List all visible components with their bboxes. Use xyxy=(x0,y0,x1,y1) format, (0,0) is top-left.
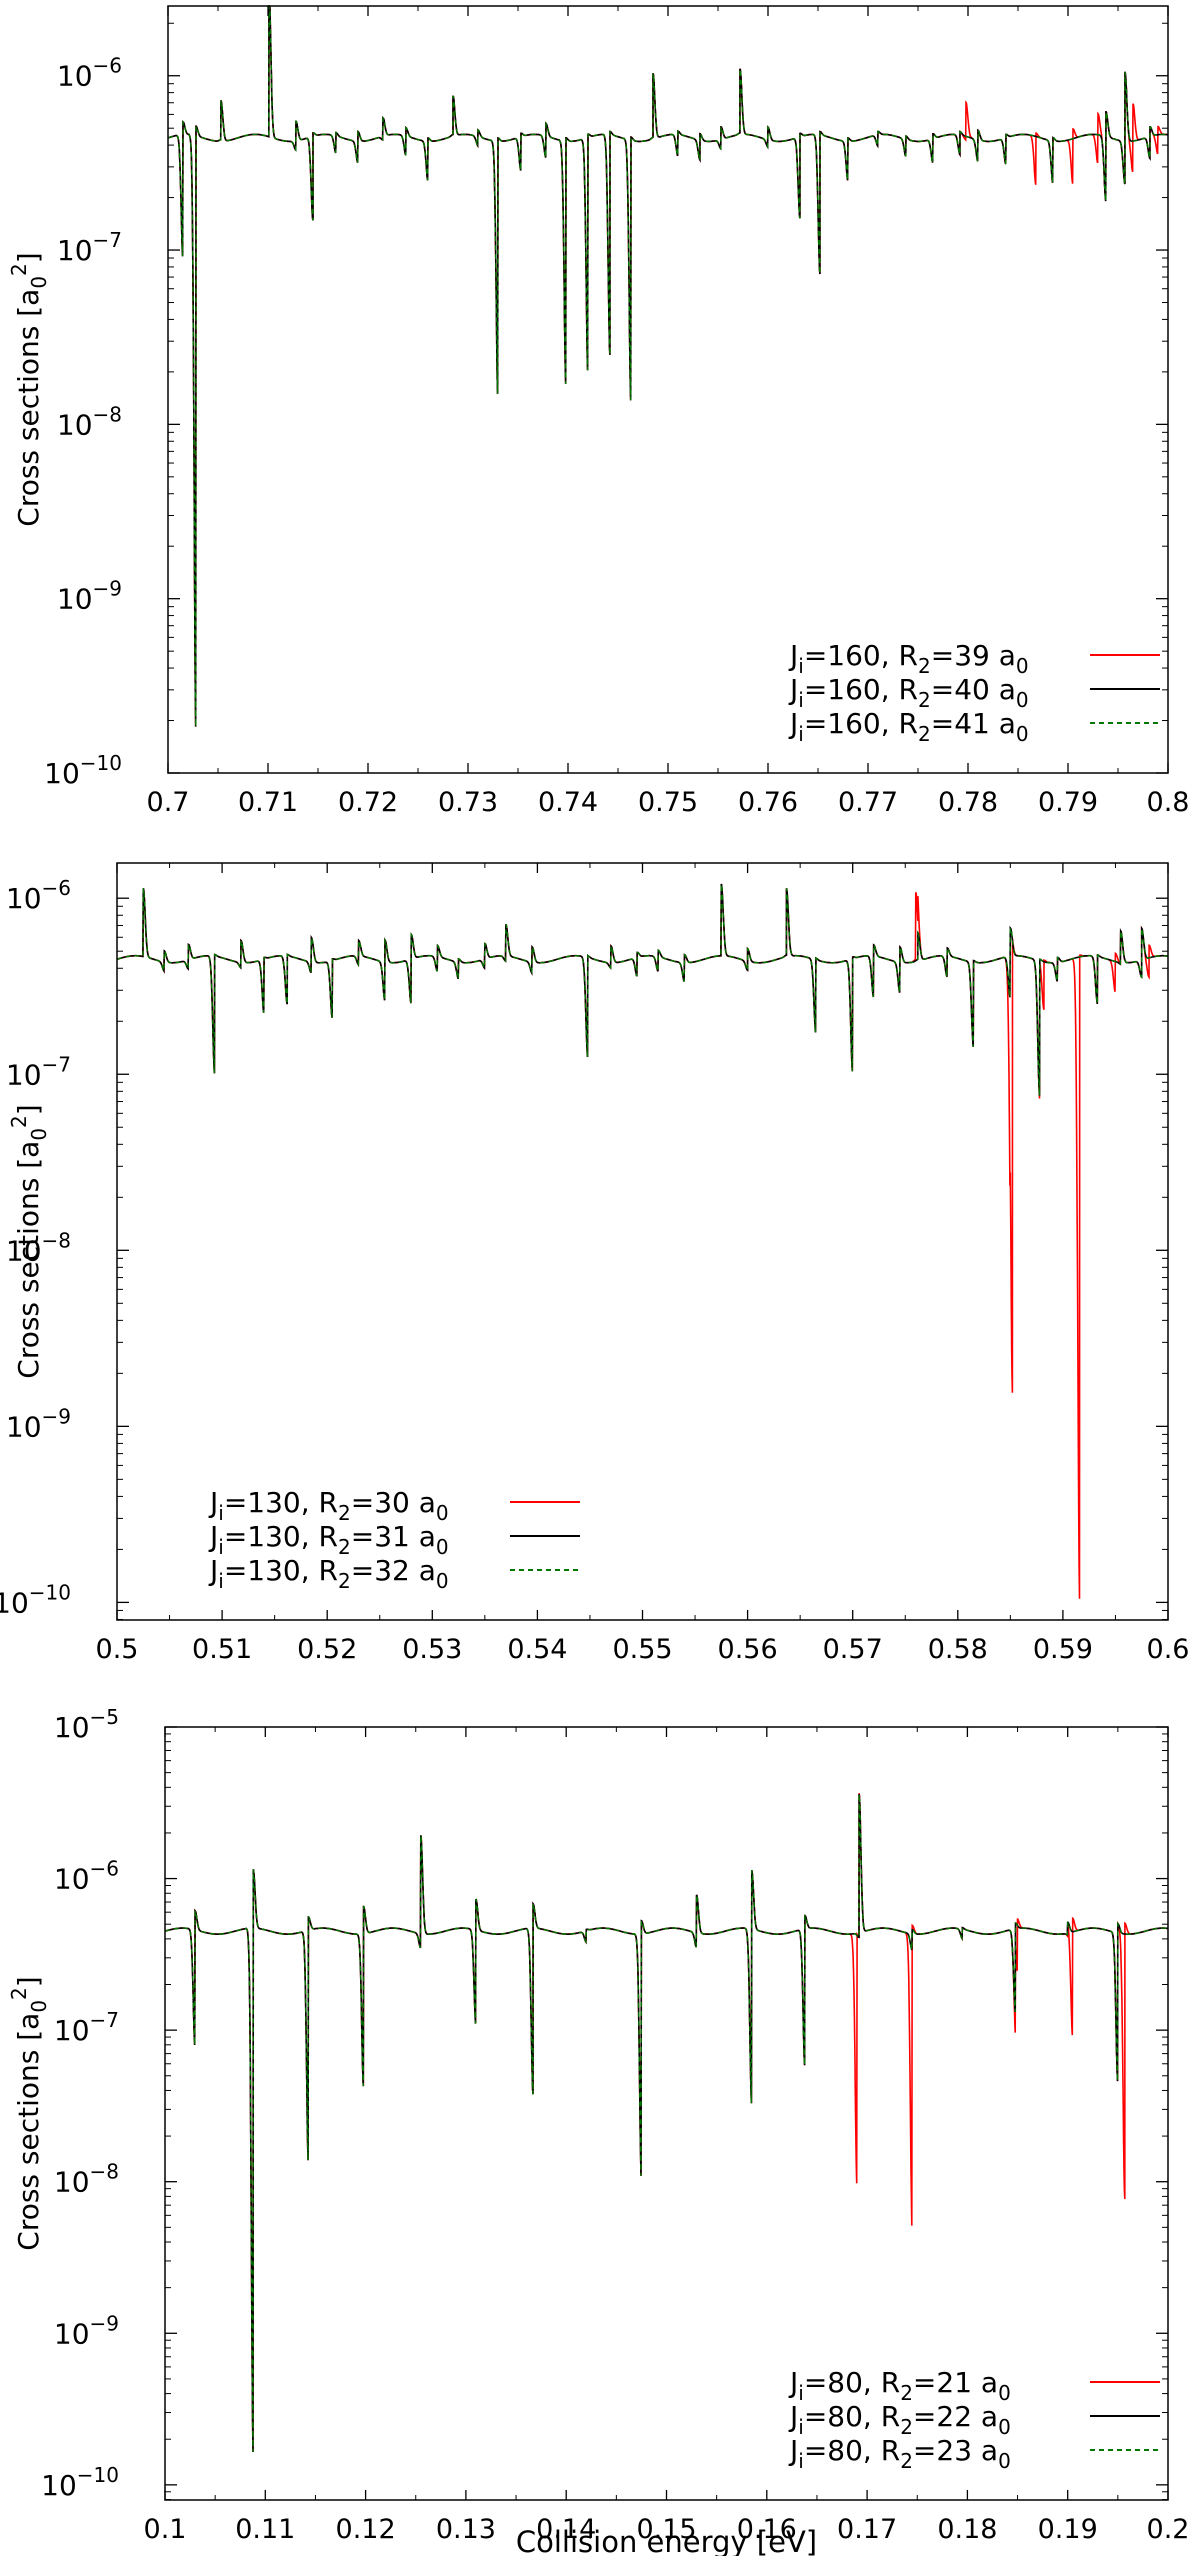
legend-label: Ji=130, R2=30 a0 xyxy=(208,1486,449,1525)
x-tick-label: 0.75 xyxy=(638,787,698,818)
y-tick-label: 10−7 xyxy=(6,1052,71,1091)
x-tick-label: 0.17 xyxy=(837,2514,897,2545)
y-tick-label: 10−6 xyxy=(6,876,71,915)
y-tick-label: 10−7 xyxy=(57,228,122,267)
chart-panel-3: 0.1 0.11 0.12 0.13 0.14 0.15 0.16 0.17 0.18 0.19 0… xyxy=(7,1705,1189,2556)
series-line-green-dashed xyxy=(116,883,1168,1096)
legend-label: Ji=80, R2=22 a0 xyxy=(788,2400,1011,2439)
x-tick-label: 0.74 xyxy=(538,787,598,818)
x-tick-label: 0.1 xyxy=(144,2514,187,2545)
plot-frame xyxy=(164,1726,1169,2501)
chart-panel-1: 0.7 0.71 0.72 0.73 0.74 0.75 0.76 0.77 0.78 0.79 0… xyxy=(7,5,1190,818)
x-tick-label: 0.59 xyxy=(1033,1634,1093,1665)
x-tick-label: 0.55 xyxy=(612,1634,672,1665)
legend-label: Ji=130, R2=32 a0 xyxy=(208,1554,449,1593)
y-tick-label: 10−8 xyxy=(57,402,122,441)
y-tick-label: 10−5 xyxy=(54,1705,119,1744)
x-tick-label: 0.76 xyxy=(738,787,798,818)
x-tick-label: 0.71 xyxy=(238,787,298,818)
x-tick-label: 0.5 xyxy=(96,1634,139,1665)
series-line-green-dashed xyxy=(167,5,1169,727)
x-tick-label: 0.78 xyxy=(938,787,998,818)
series-line-black xyxy=(164,1793,1168,2453)
x-tick-label: 0.56 xyxy=(718,1634,778,1665)
y-tick-label: 10−10 xyxy=(44,751,122,790)
x-tick-label: 0.53 xyxy=(402,1634,462,1665)
x-tick-label: 0.15 xyxy=(636,2514,696,2545)
series-line-red xyxy=(167,5,1169,727)
x-tick-label: 0.77 xyxy=(838,787,898,818)
legend-label: Ji=130, R2=31 a0 xyxy=(208,1520,449,1559)
y-tick-label: 10−9 xyxy=(57,577,122,616)
y-tick-label: 10−9 xyxy=(6,1404,71,1443)
x-tick-label: 0.19 xyxy=(1038,2514,1098,2545)
y-tick-label: 10−6 xyxy=(54,1857,119,1896)
x-tick-label: 0.16 xyxy=(737,2514,797,2545)
y-axis-label: Cross sections [a02] xyxy=(7,1976,51,2250)
y-tick-label: 10−10 xyxy=(41,2463,119,2502)
x-tick-label: 0.13 xyxy=(436,2514,496,2545)
x-tick-label: 0.7 xyxy=(147,787,190,818)
series-line-black xyxy=(167,5,1169,727)
y-tick-label: 10−10 xyxy=(0,1580,71,1619)
y-tick-label: 10−8 xyxy=(6,1228,71,1267)
chart-panel-2: 0.5 0.51 0.52 0.53 0.54 0.55 0.56 0.57 0.58 0.59 0… xyxy=(0,862,1190,1665)
y-tick-label: 10−6 xyxy=(57,54,122,93)
x-tick-label: 0.73 xyxy=(438,787,498,818)
y-axis-label: Cross sections [a02] xyxy=(7,252,51,526)
x-tick-label: 0.52 xyxy=(297,1634,357,1665)
x-tick-label: 0.12 xyxy=(336,2514,396,2545)
x-tick-label: 0.79 xyxy=(1038,787,1098,818)
x-tick-label: 0.72 xyxy=(338,787,398,818)
x-tick-label: 0.8 xyxy=(1147,787,1190,818)
x-tick-label: 0.11 xyxy=(235,2514,295,2545)
x-tick-label: 0.57 xyxy=(823,1634,883,1665)
x-tick-label: 0.2 xyxy=(1147,2514,1190,2545)
legend-label: Ji=160, R2=41 a0 xyxy=(788,707,1029,746)
y-tick-label: 10−9 xyxy=(54,2311,119,2350)
legend-label: Ji=80, R2=23 a0 xyxy=(788,2434,1011,2473)
legend-label: Ji=160, R2=39 a0 xyxy=(788,639,1029,678)
y-tick-label: 10−8 xyxy=(54,2160,119,2199)
series-line-green-dashed xyxy=(164,1793,1168,2453)
x-axis-label: Collision energy [eV] xyxy=(516,2525,817,2556)
x-tick-label: 0.6 xyxy=(1147,1634,1190,1665)
x-tick-label: 0.51 xyxy=(192,1634,252,1665)
x-tick-label: 0.54 xyxy=(507,1634,567,1665)
x-tick-label: 0.58 xyxy=(928,1634,988,1665)
legend-label: Ji=80, R2=21 a0 xyxy=(788,2366,1011,2405)
series-line-black xyxy=(116,883,1168,1096)
y-tick-label: 10−7 xyxy=(54,2008,119,2047)
y-axis-label: Cross sections [a02] xyxy=(7,1104,51,1378)
x-tick-label: 0.14 xyxy=(536,2514,596,2545)
series-line-red xyxy=(164,1793,1168,2453)
x-tick-label: 0.18 xyxy=(937,2514,997,2545)
legend-label: Ji=160, R2=40 a0 xyxy=(788,673,1029,712)
